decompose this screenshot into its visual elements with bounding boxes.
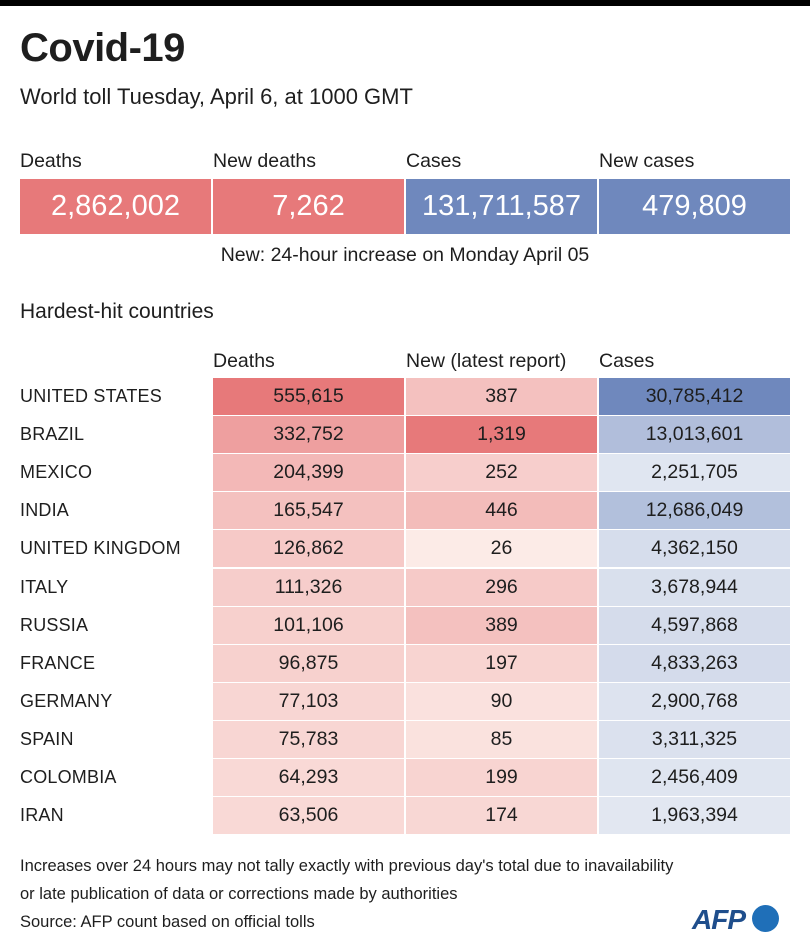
deaths-cell: 64,293 (213, 759, 404, 796)
cases-cell: 30,785,412 (599, 378, 790, 415)
top-bar (0, 0, 810, 6)
deaths-cell: 111,326 (213, 568, 404, 606)
summary-value: 7,262 (213, 179, 404, 234)
country-name: GERMANY (20, 690, 113, 711)
footnote-line-1: Increases over 24 hours may not tally ex… (20, 857, 674, 875)
country-name: FRANCE (20, 652, 96, 673)
deaths-cell: 96,875 (213, 644, 404, 682)
summary-value: 131,711,587 (406, 179, 597, 234)
summary-note: New: 24-hour increase on Monday April 05 (220, 244, 590, 266)
cases-cell: 4,833,263 (599, 644, 790, 682)
new-deaths-cell: 85 (406, 720, 597, 758)
country-name: UNITED KINGDOM (20, 538, 181, 559)
deaths-cell: 101,106 (213, 606, 404, 644)
country-name: SPAIN (20, 728, 74, 749)
footnote-line-2: or late publication of data or correctio… (20, 885, 458, 903)
summary-value: 2,862,002 (20, 179, 211, 234)
new-deaths-cell: 90 (406, 682, 597, 720)
new-deaths-cell: 26 (406, 530, 597, 568)
country-name: MEXICO (20, 462, 93, 483)
country-name: ITALY (20, 576, 69, 597)
cases-cell: 3,678,944 (599, 568, 790, 606)
country-name: BRAZIL (20, 424, 85, 445)
new-deaths-cell: 199 (406, 759, 597, 796)
deaths-cell: 126,862 (213, 530, 404, 568)
cases-cell: 2,456,409 (599, 759, 790, 796)
cases-cell: 12,686,049 (599, 492, 790, 530)
cases-cell: 13,013,601 (599, 416, 790, 454)
new-deaths-cell: 389 (406, 606, 597, 644)
deaths-cell: 77,103 (213, 682, 404, 720)
page-title: Covid-19 (20, 26, 185, 70)
globe-icon (752, 905, 779, 932)
deaths-cell: 63,506 (213, 797, 404, 835)
deaths-cell: 555,615 (213, 378, 404, 415)
country-name: UNITED STATES (20, 386, 162, 406)
summary-label: New cases (599, 150, 695, 172)
deaths-cell: 75,783 (213, 720, 404, 758)
cases-cell: 2,900,768 (599, 682, 790, 720)
summary-label: New deaths (213, 150, 316, 172)
afp-logo-text: AFP (692, 904, 746, 935)
cases-cell: 4,362,150 (599, 530, 790, 568)
column-header-new: New (latest report) (406, 350, 567, 372)
country-name: IRAN (20, 805, 64, 826)
new-deaths-cell: 446 (406, 492, 597, 530)
summary-label: Cases (406, 150, 462, 172)
country-name: INDIA (20, 500, 70, 521)
cases-cell: 1,963,394 (599, 797, 790, 835)
summary-value: 479,809 (599, 179, 790, 234)
new-deaths-cell: 387 (406, 378, 597, 415)
new-deaths-cell: 1,319 (406, 416, 597, 454)
deaths-cell: 204,399 (213, 454, 404, 492)
new-deaths-cell: 174 (406, 797, 597, 835)
source-note: Source: AFP count based on official toll… (20, 913, 315, 931)
cases-cell: 3,311,325 (599, 720, 790, 758)
section-title: Hardest-hit countries (20, 300, 214, 323)
new-deaths-cell: 252 (406, 454, 597, 492)
deaths-cell: 165,547 (213, 492, 404, 530)
summary-label: Deaths (20, 150, 82, 172)
new-deaths-cell: 197 (406, 644, 597, 682)
new-deaths-cell: 296 (406, 568, 597, 606)
country-name: RUSSIA (20, 614, 89, 635)
country-name: COLOMBIA (20, 767, 117, 787)
column-header-deaths: Deaths (213, 350, 275, 372)
column-header-cases: Cases (599, 350, 655, 372)
page-subtitle: World toll Tuesday, April 6, at 1000 GMT (20, 84, 413, 109)
deaths-cell: 332,752 (213, 416, 404, 454)
cases-cell: 4,597,868 (599, 606, 790, 644)
cases-cell: 2,251,705 (599, 454, 790, 492)
